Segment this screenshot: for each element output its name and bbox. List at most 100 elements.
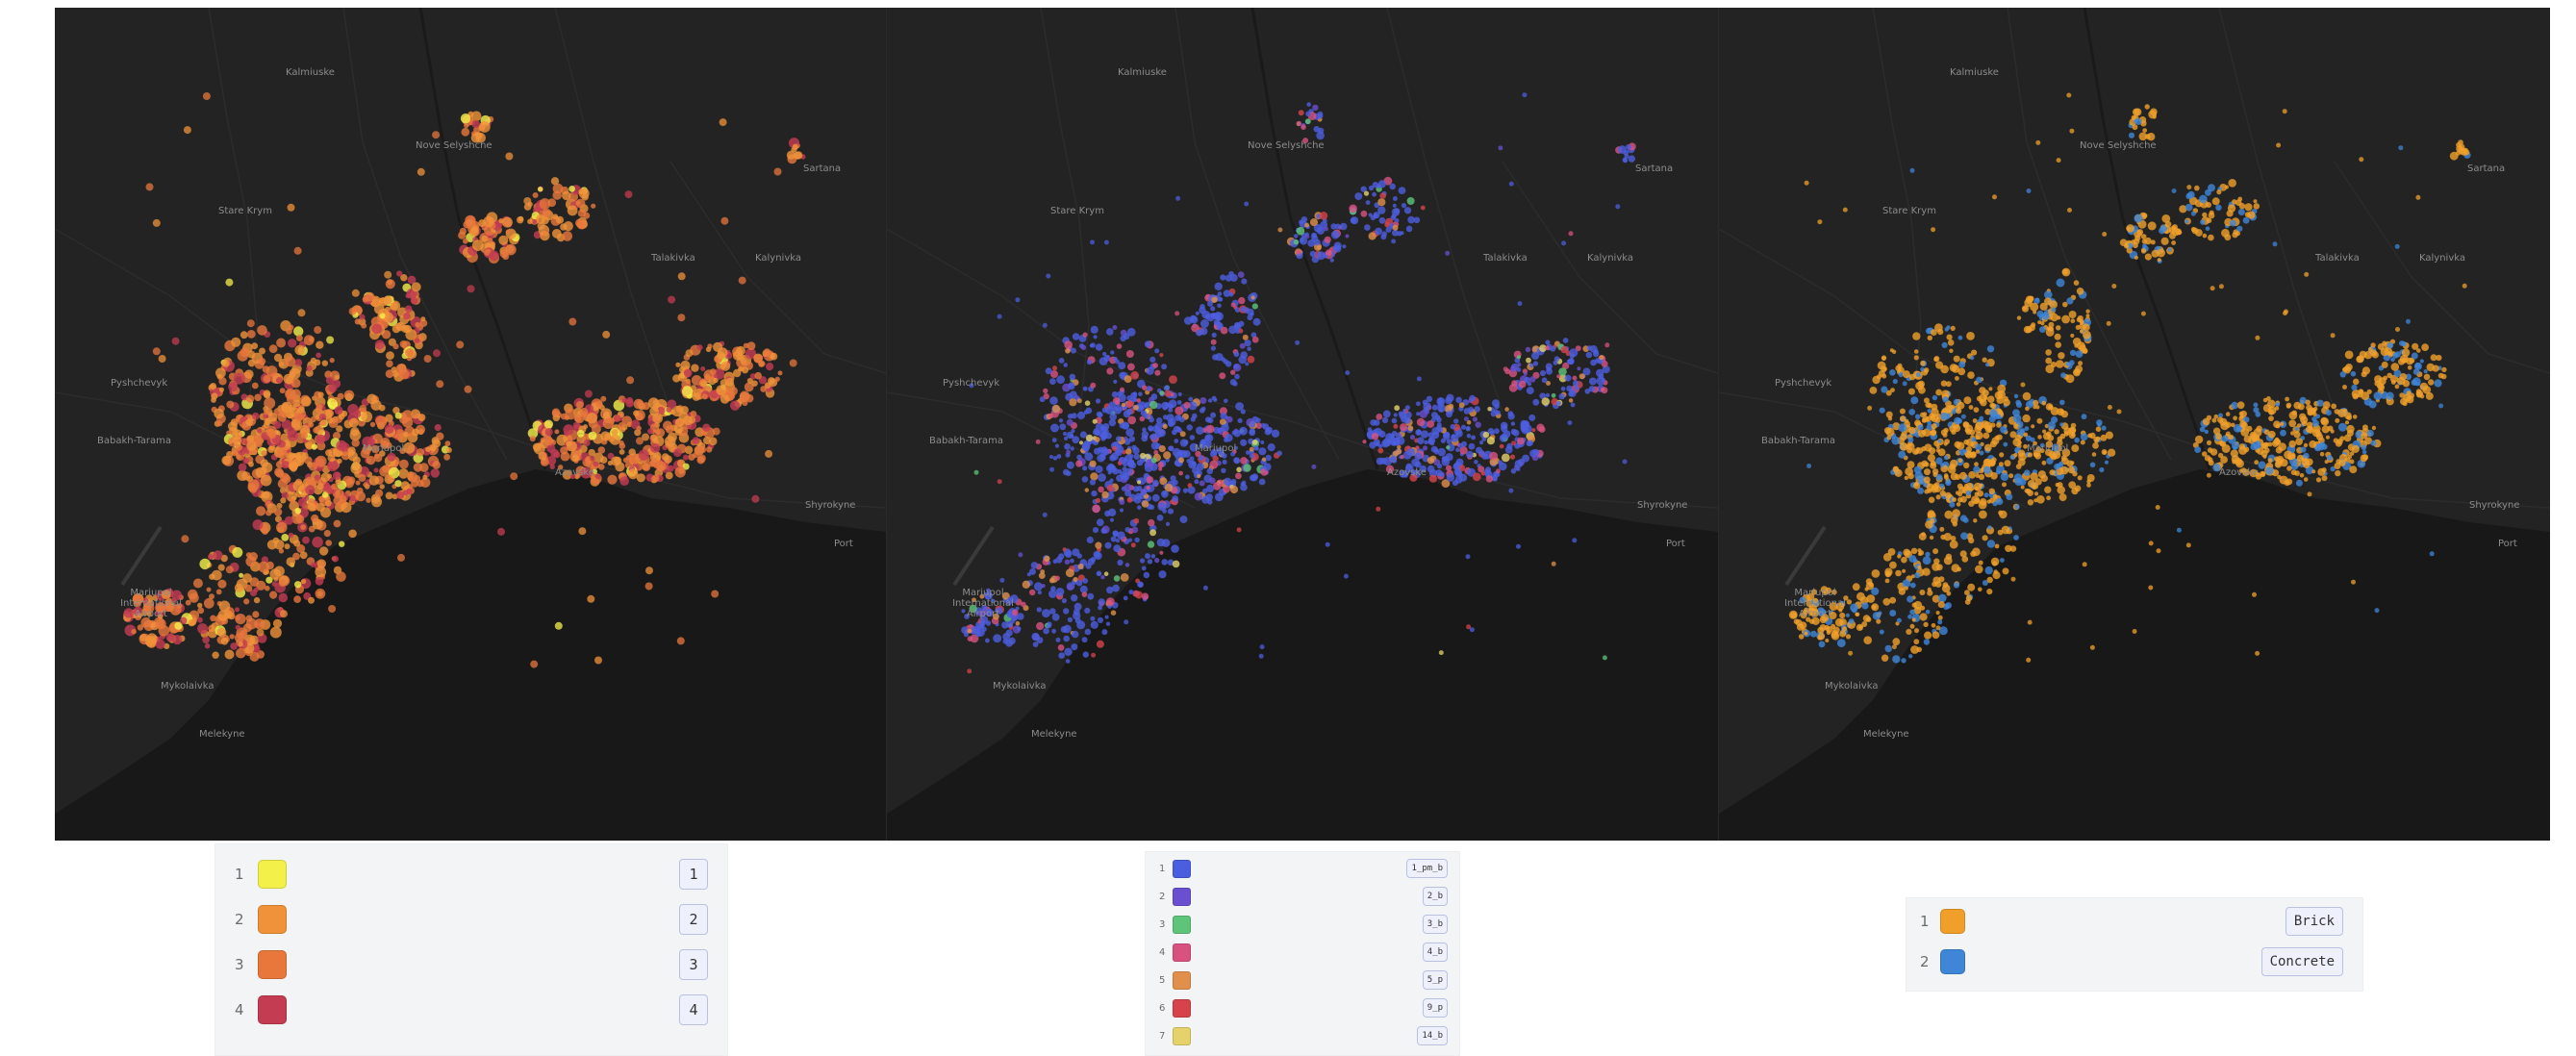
building-point[interactable] <box>2351 579 2356 585</box>
building-point[interactable] <box>1397 444 1402 450</box>
building-point[interactable] <box>2128 132 2135 138</box>
building-point[interactable] <box>1466 433 1472 439</box>
building-point[interactable] <box>1222 459 1227 465</box>
building-point[interactable] <box>1220 274 1226 281</box>
building-point[interactable] <box>444 440 451 447</box>
building-point[interactable] <box>625 455 633 462</box>
building-point[interactable] <box>2249 468 2258 478</box>
building-point[interactable] <box>1175 426 1182 432</box>
building-point[interactable] <box>1957 367 1966 376</box>
building-point[interactable] <box>1937 439 1942 443</box>
building-point[interactable] <box>2267 441 2273 447</box>
building-point[interactable] <box>1043 388 1048 394</box>
building-point[interactable] <box>404 305 413 314</box>
building-point[interactable] <box>373 467 379 473</box>
building-point[interactable] <box>1206 440 1212 446</box>
building-point[interactable] <box>615 462 625 472</box>
building-point[interactable] <box>1963 462 1970 469</box>
building-point[interactable] <box>1811 616 1820 626</box>
building-point[interactable] <box>1332 244 1340 252</box>
building-point[interactable] <box>505 152 514 161</box>
building-point[interactable] <box>1304 234 1310 239</box>
building-point[interactable] <box>720 216 729 225</box>
building-point[interactable] <box>1085 434 1094 442</box>
building-point[interactable] <box>1075 579 1083 587</box>
building-point[interactable] <box>1982 357 1987 363</box>
building-point[interactable] <box>1950 459 1958 468</box>
building-point[interactable] <box>1146 386 1152 391</box>
building-point[interactable] <box>1376 414 1383 420</box>
building-point[interactable] <box>2326 454 2333 461</box>
building-point[interactable] <box>1973 407 1980 413</box>
building-point[interactable] <box>1931 329 1937 336</box>
building-point[interactable] <box>237 469 248 481</box>
building-point[interactable] <box>575 473 581 479</box>
building-point[interactable] <box>265 576 273 584</box>
building-point[interactable] <box>411 282 421 292</box>
building-point[interactable] <box>2022 306 2028 311</box>
building-point[interactable] <box>1909 167 1915 173</box>
building-point[interactable] <box>1206 484 1215 493</box>
building-point[interactable] <box>1113 379 1118 384</box>
building-point[interactable] <box>158 614 164 619</box>
building-point[interactable] <box>1944 439 1950 444</box>
building-point[interactable] <box>1100 436 1106 441</box>
building-point[interactable] <box>642 402 650 411</box>
building-point[interactable] <box>562 190 571 201</box>
building-point[interactable] <box>1848 618 1855 624</box>
building-point[interactable] <box>210 615 216 622</box>
building-point[interactable] <box>591 203 596 209</box>
building-point[interactable] <box>275 461 284 468</box>
building-point[interactable] <box>403 312 411 320</box>
building-point[interactable] <box>1489 430 1495 436</box>
building-point[interactable] <box>137 624 143 631</box>
building-point[interactable] <box>1509 454 1516 460</box>
building-point[interactable] <box>2277 474 2282 480</box>
building-point[interactable] <box>2299 396 2307 405</box>
building-point[interactable] <box>461 127 470 137</box>
building-point[interactable] <box>274 540 285 550</box>
building-point[interactable] <box>1850 603 1858 613</box>
building-point[interactable] <box>1131 526 1139 534</box>
building-point[interactable] <box>1487 406 1492 412</box>
building-point[interactable] <box>249 577 260 587</box>
building-point[interactable] <box>701 393 708 400</box>
building-point[interactable] <box>2155 505 2160 510</box>
building-point[interactable] <box>2267 458 2273 464</box>
building-point[interactable] <box>996 607 1003 615</box>
building-point[interactable] <box>1070 446 1074 451</box>
building-point[interactable] <box>1076 398 1082 404</box>
building-point[interactable] <box>1084 628 1092 636</box>
building-point[interactable] <box>1954 440 1961 448</box>
building-point[interactable] <box>284 543 290 550</box>
building-point[interactable] <box>1316 251 1326 261</box>
building-point[interactable] <box>1309 250 1317 258</box>
building-point[interactable] <box>2238 445 2248 455</box>
building-point[interactable] <box>2274 406 2280 411</box>
building-point[interactable] <box>2025 435 2032 441</box>
building-point[interactable] <box>1064 647 1073 656</box>
building-point[interactable] <box>1219 407 1227 415</box>
building-point[interactable] <box>2126 247 2133 254</box>
building-point[interactable] <box>1920 360 1926 366</box>
building-point[interactable] <box>1206 424 1215 434</box>
building-point[interactable] <box>674 466 686 478</box>
building-point[interactable] <box>164 602 173 613</box>
building-point[interactable] <box>550 177 560 186</box>
building-point[interactable] <box>1214 282 1223 290</box>
building-point[interactable] <box>1185 474 1190 480</box>
building-point[interactable] <box>693 452 699 459</box>
building-point[interactable] <box>1933 485 1942 492</box>
building-point[interactable] <box>552 214 559 220</box>
building-point[interactable] <box>1979 387 1986 394</box>
building-point[interactable] <box>2280 429 2286 437</box>
building-point[interactable] <box>1856 623 1863 632</box>
building-point[interactable] <box>2321 443 2328 450</box>
building-point[interactable] <box>2337 422 2347 432</box>
building-point[interactable] <box>566 440 577 452</box>
building-point[interactable] <box>1928 496 1935 504</box>
building-point[interactable] <box>1930 460 1936 466</box>
building-point[interactable] <box>1167 508 1174 515</box>
building-point[interactable] <box>2157 248 2165 258</box>
building-point[interactable] <box>430 444 437 452</box>
